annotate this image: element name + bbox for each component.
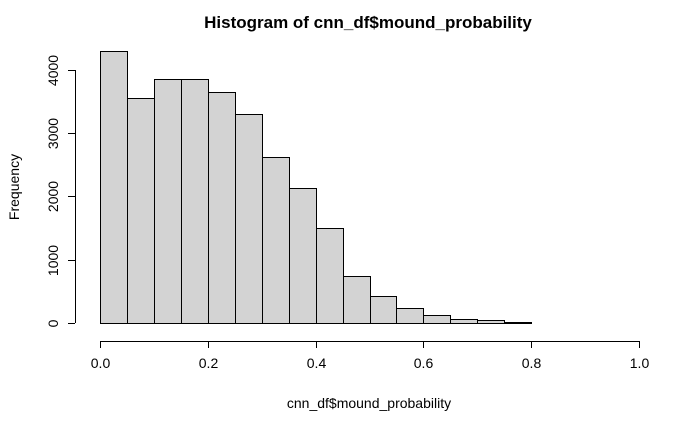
x-tick-label: 0.8 bbox=[522, 355, 542, 371]
y-tick-label: 3000 bbox=[45, 118, 61, 149]
histogram-bar bbox=[370, 296, 397, 324]
histogram-bar bbox=[423, 315, 451, 324]
histogram-bar bbox=[100, 51, 128, 324]
histogram-bar bbox=[343, 276, 371, 324]
histogram-bar bbox=[127, 98, 155, 324]
x-axis: 0.0 0.2 0.4 0.6 0.8 1.0 bbox=[91, 341, 650, 371]
histogram-bar bbox=[262, 157, 290, 324]
chart-title: Histogram of cnn_df$mound_probability bbox=[204, 13, 532, 32]
histogram-bar bbox=[477, 320, 505, 324]
y-tick-label: 2000 bbox=[45, 181, 61, 212]
x-tick-label: 0.0 bbox=[91, 355, 111, 371]
x-tick-label: 0.6 bbox=[414, 355, 434, 371]
x-tick-label: 1.0 bbox=[630, 355, 650, 371]
x-axis-label: cnn_df$mound_probability bbox=[287, 395, 451, 411]
histogram-bar bbox=[154, 79, 182, 324]
y-axis-label: Frequency bbox=[6, 154, 22, 220]
histogram-bar bbox=[235, 114, 263, 324]
histogram-bars bbox=[100, 51, 532, 324]
histogram-bar bbox=[208, 92, 236, 324]
y-tick-label: 4000 bbox=[45, 55, 61, 86]
histogram-bar bbox=[450, 319, 478, 324]
x-tick-label: 0.4 bbox=[307, 355, 327, 371]
histogram-bar bbox=[289, 188, 317, 324]
histogram-bar bbox=[316, 228, 344, 324]
y-tick-label: 0 bbox=[45, 319, 61, 327]
histogram-bar bbox=[504, 322, 532, 324]
histogram-bar bbox=[396, 308, 424, 324]
y-axis: 0 1000 2000 3000 4000 bbox=[45, 55, 76, 327]
histogram-bar bbox=[181, 79, 209, 324]
y-tick-label: 1000 bbox=[45, 245, 61, 276]
x-tick-label: 0.2 bbox=[199, 355, 219, 371]
